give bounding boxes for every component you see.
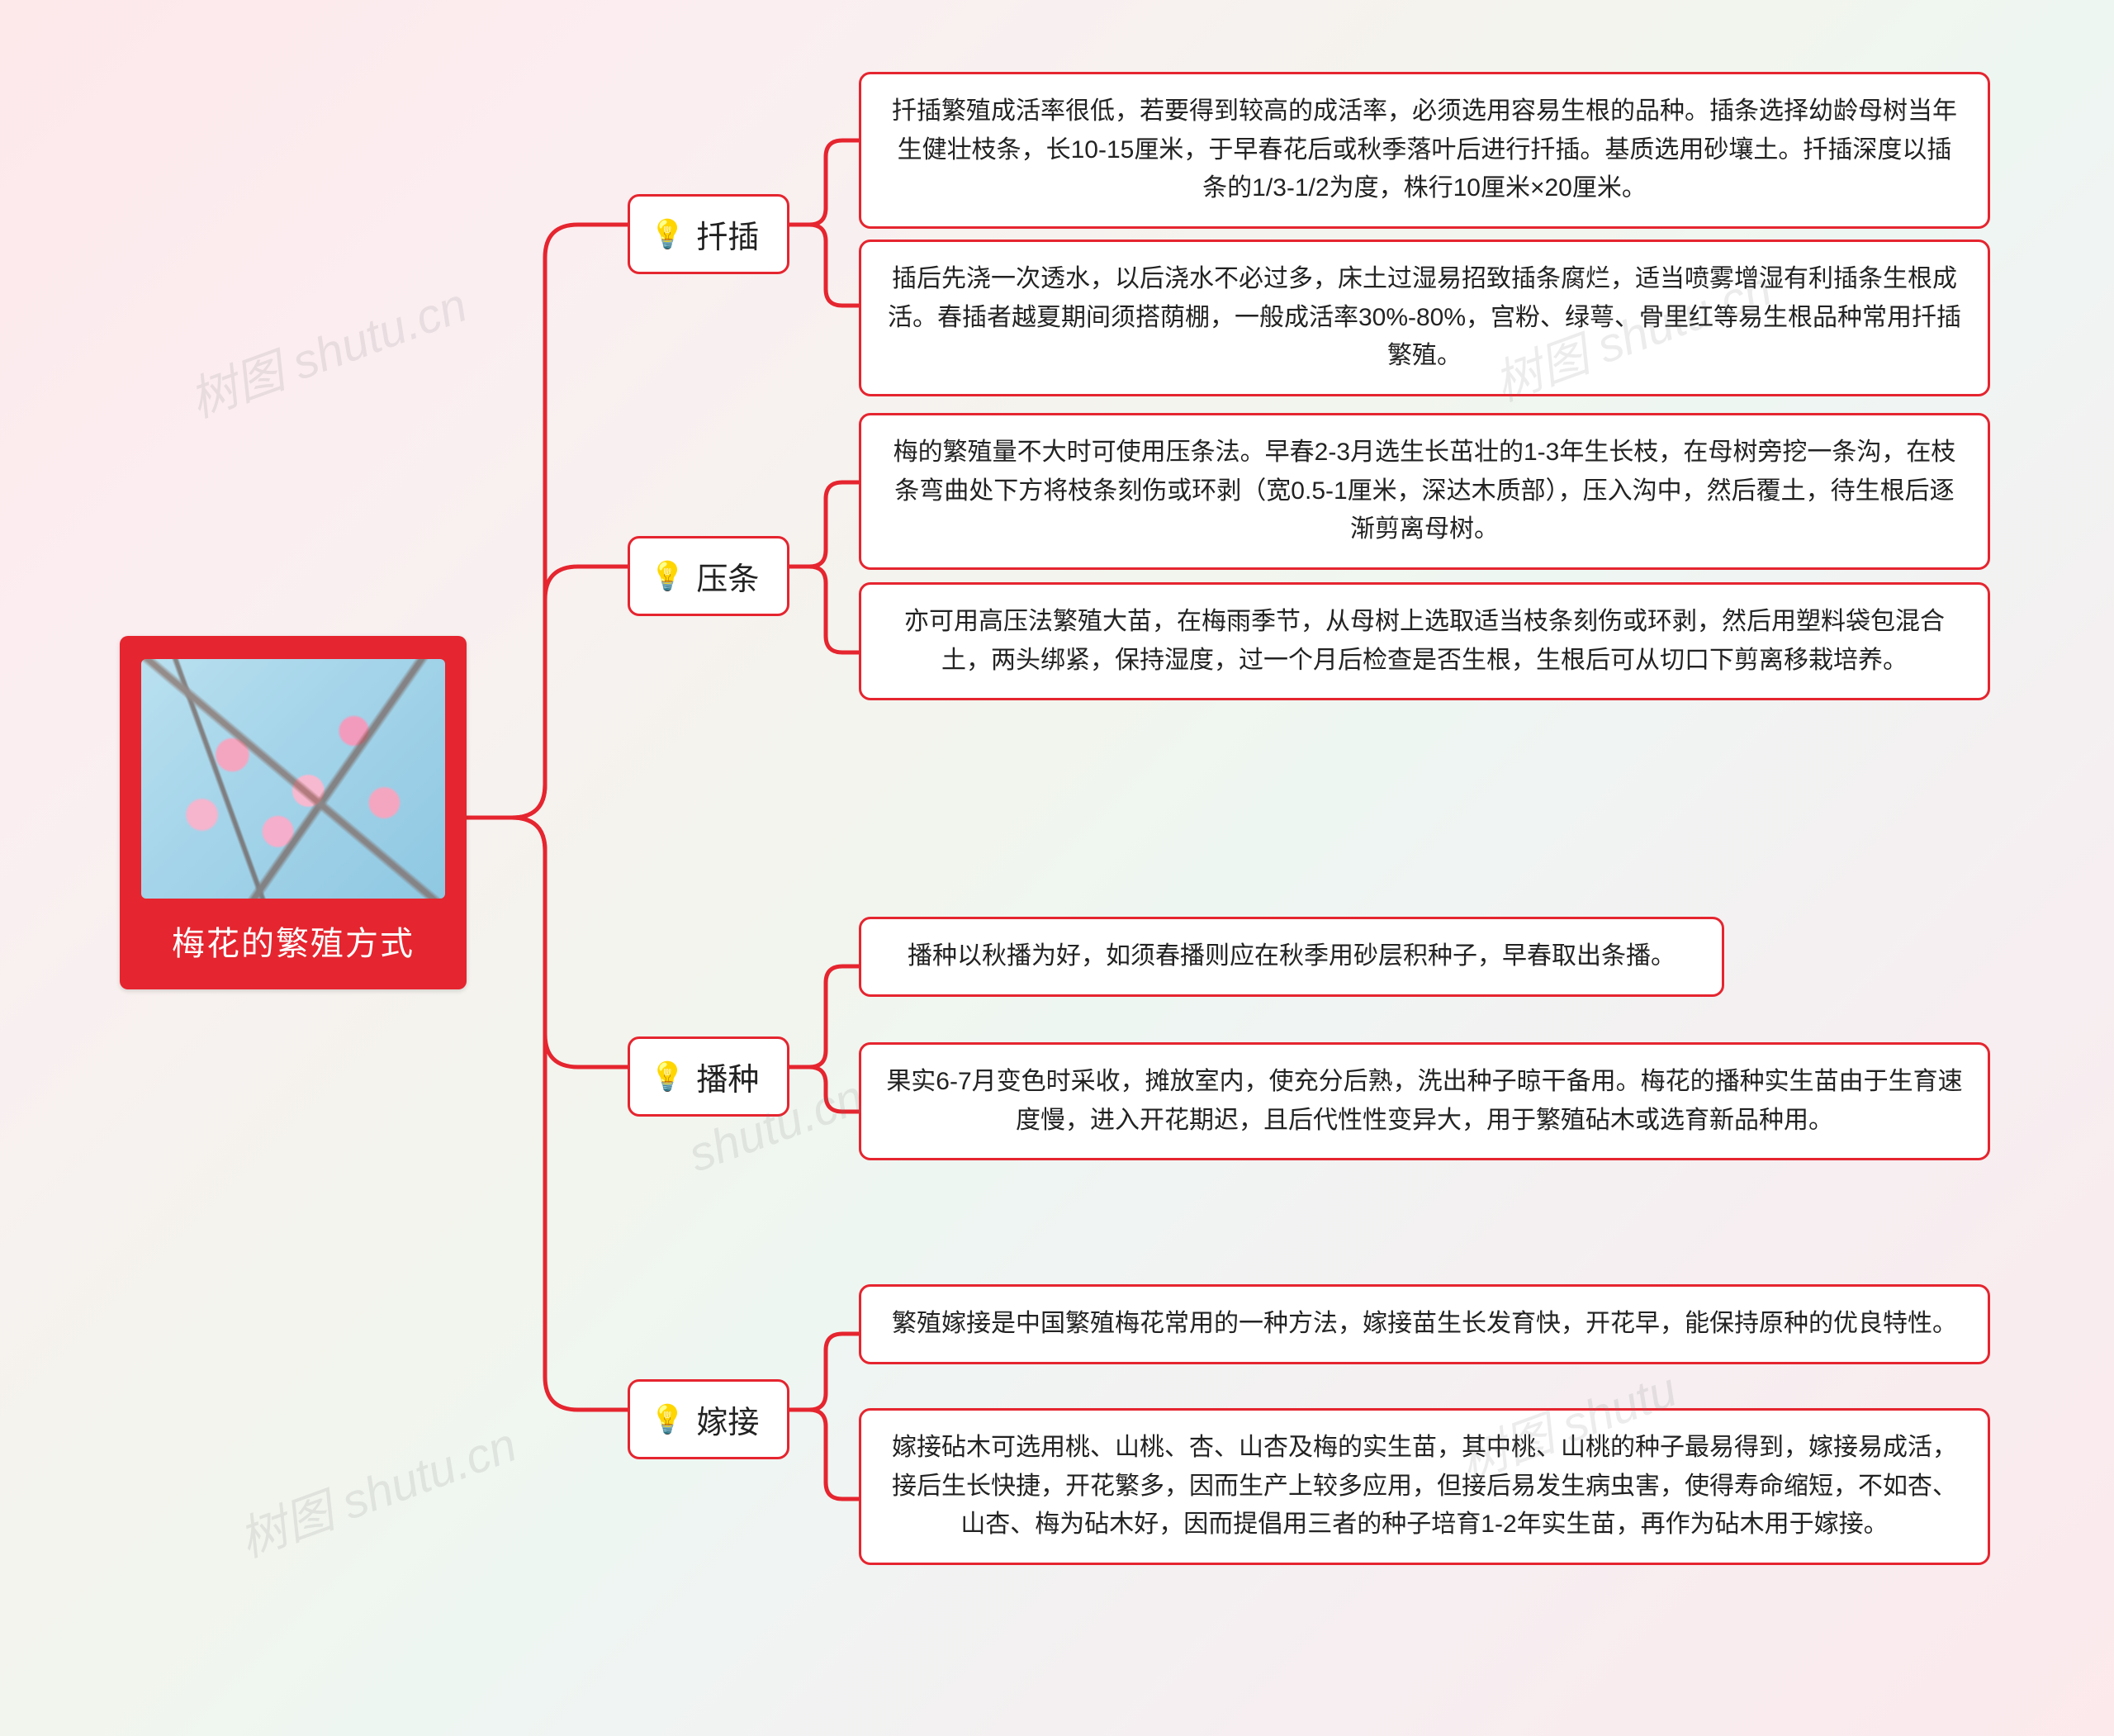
- branch-layering[interactable]: 💡 压条: [628, 536, 789, 616]
- root-node[interactable]: 梅花的繁殖方式: [120, 636, 467, 989]
- branch-label: 播种: [696, 1054, 759, 1099]
- branch-sowing[interactable]: 💡 播种: [628, 1036, 789, 1117]
- watermark: 树图 shutu.cn: [178, 266, 475, 430]
- lightbulb-icon: 💡: [650, 221, 685, 249]
- watermark: 树图 shutu.cn: [228, 1406, 524, 1570]
- root-image-plum-blossom: [141, 659, 445, 899]
- lightbulb-icon: 💡: [650, 1406, 685, 1434]
- leaf-layering-2[interactable]: 亦可用高压法繁殖大苗，在梅雨季节，从母树上选取适当枝条刻伤或环剥，然后用塑料袋包…: [859, 582, 1990, 700]
- lightbulb-icon: 💡: [650, 562, 685, 591]
- leaf-grafting-2[interactable]: 嫁接砧木可选用桃、山桃、杏、山杏及梅的实生苗，其中桃、山桃的种子最易得到，嫁接易…: [859, 1408, 1990, 1565]
- branch-label: 嫁接: [696, 1397, 759, 1442]
- branch-grafting[interactable]: 💡 嫁接: [628, 1379, 789, 1459]
- branch-label: 压条: [696, 553, 759, 599]
- leaf-layering-1[interactable]: 梅的繁殖量不大时可使用压条法。早春2-3月选生长茁壮的1-3年生长枝，在母树旁挖…: [859, 413, 1990, 570]
- root-title: 梅花的繁殖方式: [141, 917, 445, 965]
- leaf-cutting-1[interactable]: 扦插繁殖成活率很低，若要得到较高的成活率，必须选用容易生根的品种。插条选择幼龄母…: [859, 72, 1990, 229]
- branch-label: 扦插: [696, 211, 759, 257]
- lightbulb-icon: 💡: [650, 1063, 685, 1091]
- mindmap-canvas: 梅花的繁殖方式 💡 扦插 💡 压条 💡 播种 💡 嫁接 扦插繁殖成活率很低，若要…: [0, 0, 2114, 1736]
- leaf-sowing-1[interactable]: 播种以秋播为好，如须春播则应在秋季用砂层积种子，早春取出条播。: [859, 917, 1724, 997]
- leaf-grafting-1[interactable]: 繁殖嫁接是中国繁殖梅花常用的一种方法，嫁接苗生长发育快，开花早，能保持原种的优良…: [859, 1284, 1990, 1364]
- branch-cutting[interactable]: 💡 扦插: [628, 194, 789, 274]
- leaf-cutting-2[interactable]: 插后先浇一次透水，以后浇水不必过多，床土过湿易招致插条腐烂，适当喷雾增湿有利插条…: [859, 240, 1990, 396]
- leaf-sowing-2[interactable]: 果实6-7月变色时采收，摊放室内，使充分后熟，洗出种子晾干备用。梅花的播种实生苗…: [859, 1042, 1990, 1160]
